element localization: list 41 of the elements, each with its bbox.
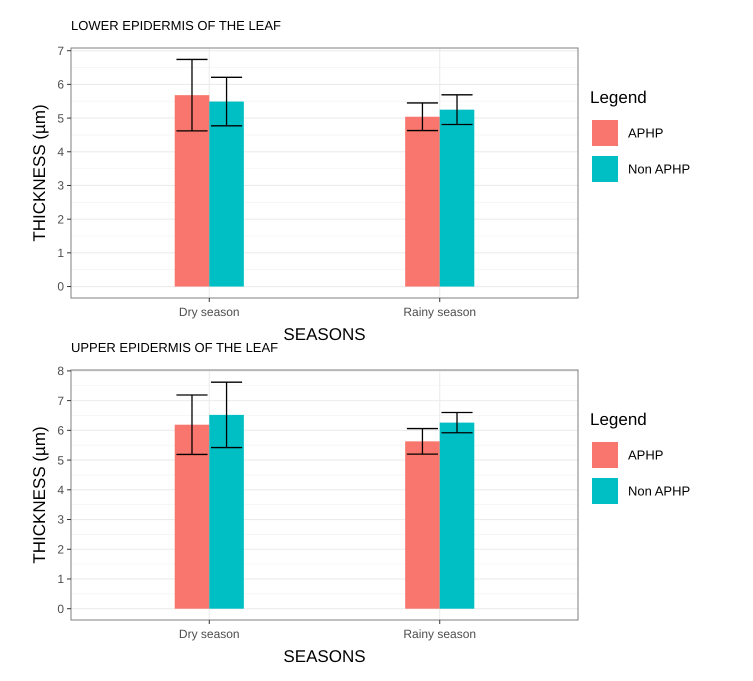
bar: [174, 95, 210, 287]
y-tick-label: 5: [57, 111, 64, 126]
x-tick-label: Dry season: [178, 627, 240, 641]
x-tick-label: Dry season: [178, 305, 240, 319]
y-tick-label: 7: [57, 394, 64, 408]
y-tick-label: 4: [57, 144, 64, 159]
y-tick-label: 8: [57, 364, 64, 378]
y-tick-label: 0: [57, 602, 64, 616]
y-tick-label: 3: [57, 512, 64, 527]
y-tick-label: 1: [57, 572, 64, 586]
y-axis-title: THICKNESS (µm): [30, 104, 49, 242]
y-tick-label: 6: [57, 424, 64, 438]
y-tick-label: 2: [57, 212, 64, 226]
y-tick-label: 2: [57, 542, 64, 556]
bar: [440, 110, 474, 287]
legend-label: Non APHP: [628, 484, 690, 499]
x-axis-title: SEASONS: [283, 325, 366, 344]
legend-title: Legend: [590, 88, 647, 107]
legend-label: Non APHP: [628, 162, 690, 177]
x-axis-title: SEASONS: [283, 647, 366, 666]
y-tick-label: 3: [57, 178, 64, 193]
y-axis-title: THICKNESS (µm): [30, 426, 49, 564]
legend-label: APHP: [628, 448, 664, 463]
bar: [209, 414, 244, 609]
bar: [405, 441, 440, 609]
bar: [209, 102, 244, 287]
bar: [440, 422, 474, 609]
y-tick-label: 1: [57, 246, 64, 260]
y-tick-label: 7: [57, 44, 64, 58]
legend-label: APHP: [628, 126, 664, 141]
bar: [405, 116, 440, 287]
x-tick-label: Rainy season: [403, 305, 476, 319]
y-tick-label: 0: [57, 280, 64, 294]
chart-title: UPPER EPIDERMIS OF THE LEAF: [71, 340, 278, 355]
legend-title: Legend: [590, 410, 647, 429]
y-tick-label: 4: [57, 483, 64, 497]
bar: [174, 424, 210, 609]
y-tick-label: 6: [57, 78, 64, 92]
chart-title: LOWER EPIDERMIS OF THE LEAF: [71, 18, 282, 33]
x-tick-label: Rainy season: [403, 627, 476, 641]
y-tick-label: 5: [57, 453, 64, 468]
